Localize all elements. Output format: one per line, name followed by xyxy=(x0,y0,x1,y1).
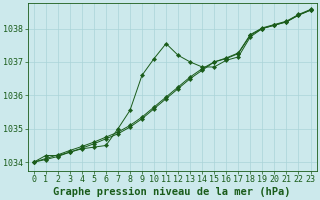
X-axis label: Graphe pression niveau de la mer (hPa): Graphe pression niveau de la mer (hPa) xyxy=(53,186,291,197)
